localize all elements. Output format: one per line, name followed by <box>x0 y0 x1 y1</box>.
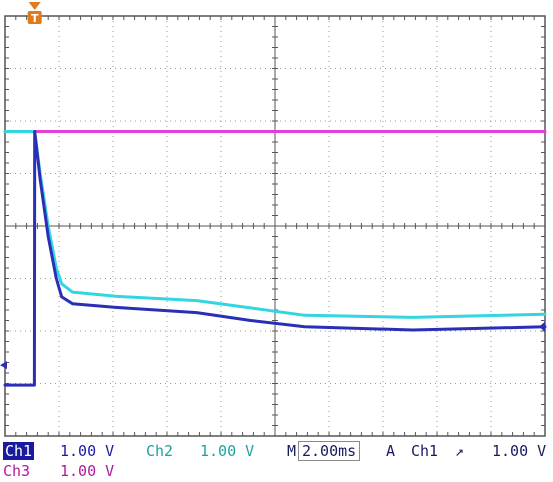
ch1-label: Ch1 <box>3 442 35 460</box>
trigger-slope-icon: ↗ <box>455 442 465 460</box>
trigger-T-icon <box>27 11 42 24</box>
trigger-mode: A <box>386 442 396 460</box>
timebase-prefix: M <box>287 442 297 460</box>
graticule <box>4 15 546 437</box>
trigger-level: 1.00 V <box>492 442 547 460</box>
trigger-level-marker-icon <box>539 321 545 332</box>
trigger-position-icon <box>28 2 41 10</box>
ch3-scale-value: 1.00 V <box>60 462 115 480</box>
markers: T <box>0 2 545 370</box>
ch1-ground-marker-icon <box>0 361 7 370</box>
ch1-scale-value: 1.00 V <box>60 442 115 460</box>
timebase-readout[interactable]: 2.00ms <box>298 441 361 461</box>
ch2-scale-value: 1.00 V <box>200 442 255 460</box>
ch3-label[interactable]: Ch3 <box>3 462 31 480</box>
ch2-label[interactable]: Ch2 <box>146 442 174 460</box>
trigger-source[interactable]: Ch1 <box>411 442 439 460</box>
traces <box>3 130 547 387</box>
ch1-scale-readout[interactable]: Ch1 <box>3 442 35 460</box>
trigger-T-glyph: T <box>31 12 39 25</box>
ch1-trace <box>3 130 547 387</box>
